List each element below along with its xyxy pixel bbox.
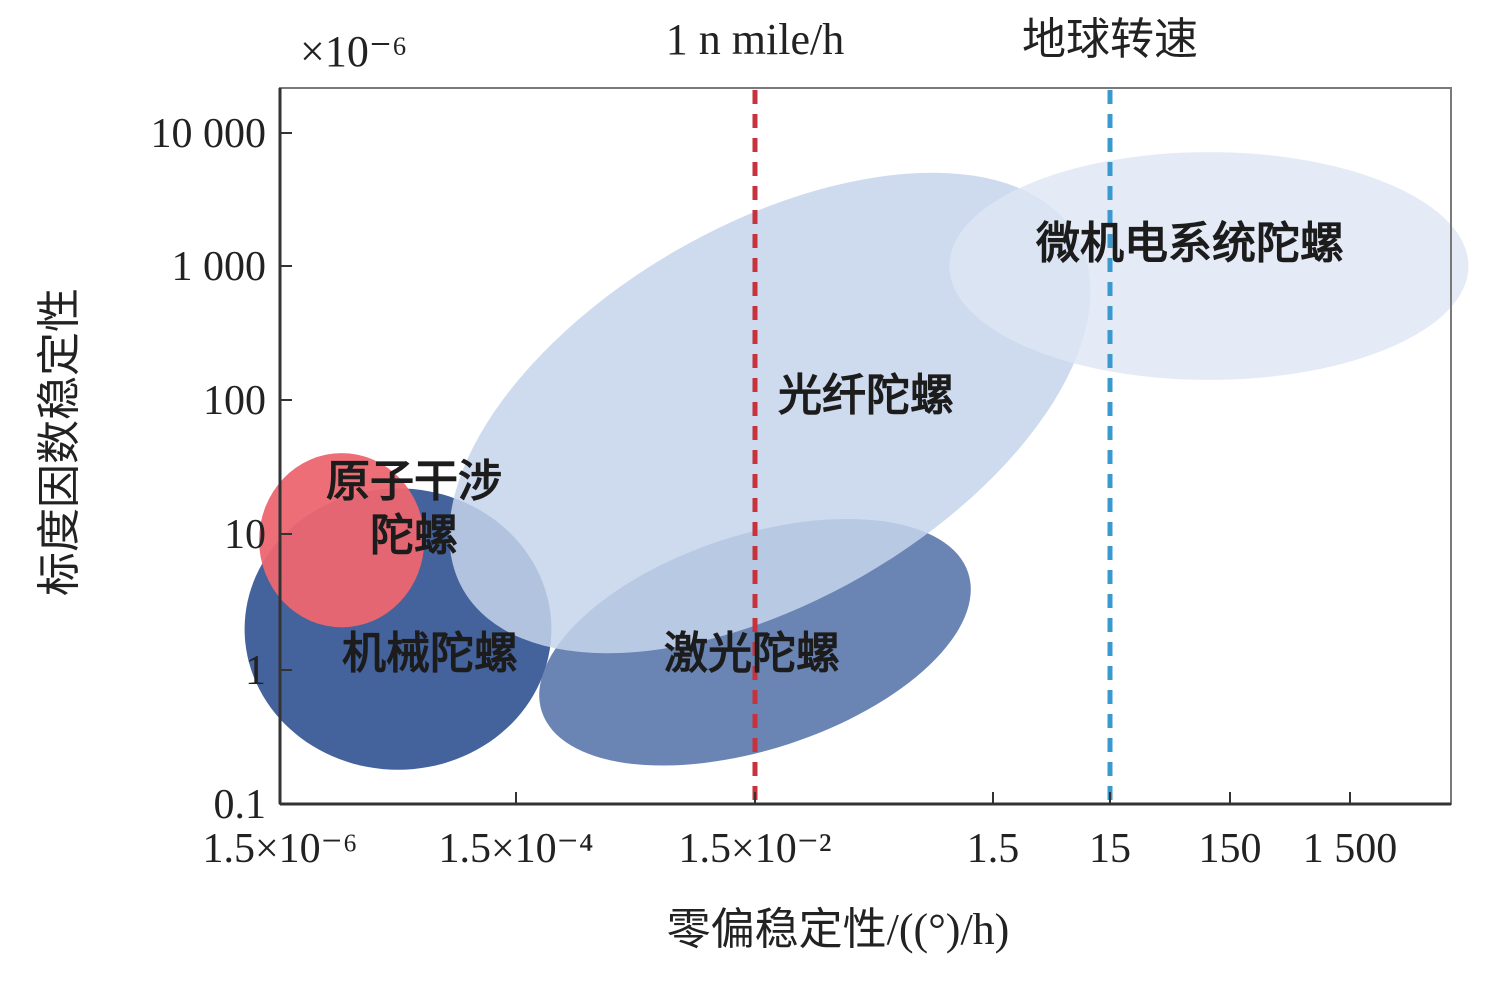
labels-layer: 机械陀螺 激光陀螺 原子干涉陀螺 光纤陀螺 微机电系统陀螺 — [326, 218, 1344, 679]
x-tick-label-5: 150 — [1199, 826, 1262, 872]
y-tick-label-5: 10 000 — [151, 111, 267, 157]
y-tick-label-0: 0.1 — [214, 782, 267, 828]
x-tick-label-4: 15 — [1089, 826, 1131, 872]
y-tick-label-4: 1 000 — [172, 244, 267, 290]
regions-layer — [244, 152, 1469, 770]
region-label-line: 原子干涉 — [326, 456, 502, 507]
y-tick-label-2: 10 — [224, 512, 266, 558]
region-原子干涉陀螺 — [259, 453, 425, 628]
y-tick-label-1: 1 — [245, 648, 266, 694]
y-axis-label: 标度因数稳定性 — [35, 288, 84, 596]
region-label-光纤陀螺: 光纤陀螺 — [778, 370, 954, 421]
y-tick-label-3: 100 — [203, 378, 266, 424]
x-axis-label: 零偏稳定性/((°)/h) — [667, 905, 1010, 954]
reference-lines-layer: 1 n mile/h 地球转速 — [666, 15, 1198, 802]
x-tick-label-1: 1.5×10⁻⁴ — [439, 826, 594, 872]
reference-label-0: 1 n mile/h — [666, 15, 844, 64]
x-tick-label-6: 1 500 — [1303, 826, 1398, 872]
x-tick-label-0: 1.5×10⁻⁶ — [203, 826, 358, 872]
region-label-激光陀螺: 激光陀螺 — [664, 628, 840, 679]
region-label-原子干涉陀螺: 原子干涉陀螺 — [326, 456, 502, 561]
region-label-line: 陀螺 — [370, 510, 458, 561]
axes-layer: 1.5×10⁻⁶ 1.5×10⁻⁴ 1.5×10⁻² 1.5 15 150 1 500 0.1… — [151, 87, 1452, 872]
region-光纤陀螺 — [449, 172, 1091, 654]
region-微机电系统陀螺 — [949, 152, 1469, 380]
region-label-微机电系统陀螺: 微机电系统陀螺 — [1035, 218, 1344, 269]
x-tick-label-2: 1.5×10⁻² — [679, 826, 832, 872]
y-multiplier: ×10⁻⁶ — [300, 27, 407, 76]
x-tick-label-3: 1.5 — [967, 826, 1020, 872]
reference-label-1: 地球转速 — [1022, 15, 1198, 64]
region-label-机械陀螺: 机械陀螺 — [342, 628, 518, 679]
